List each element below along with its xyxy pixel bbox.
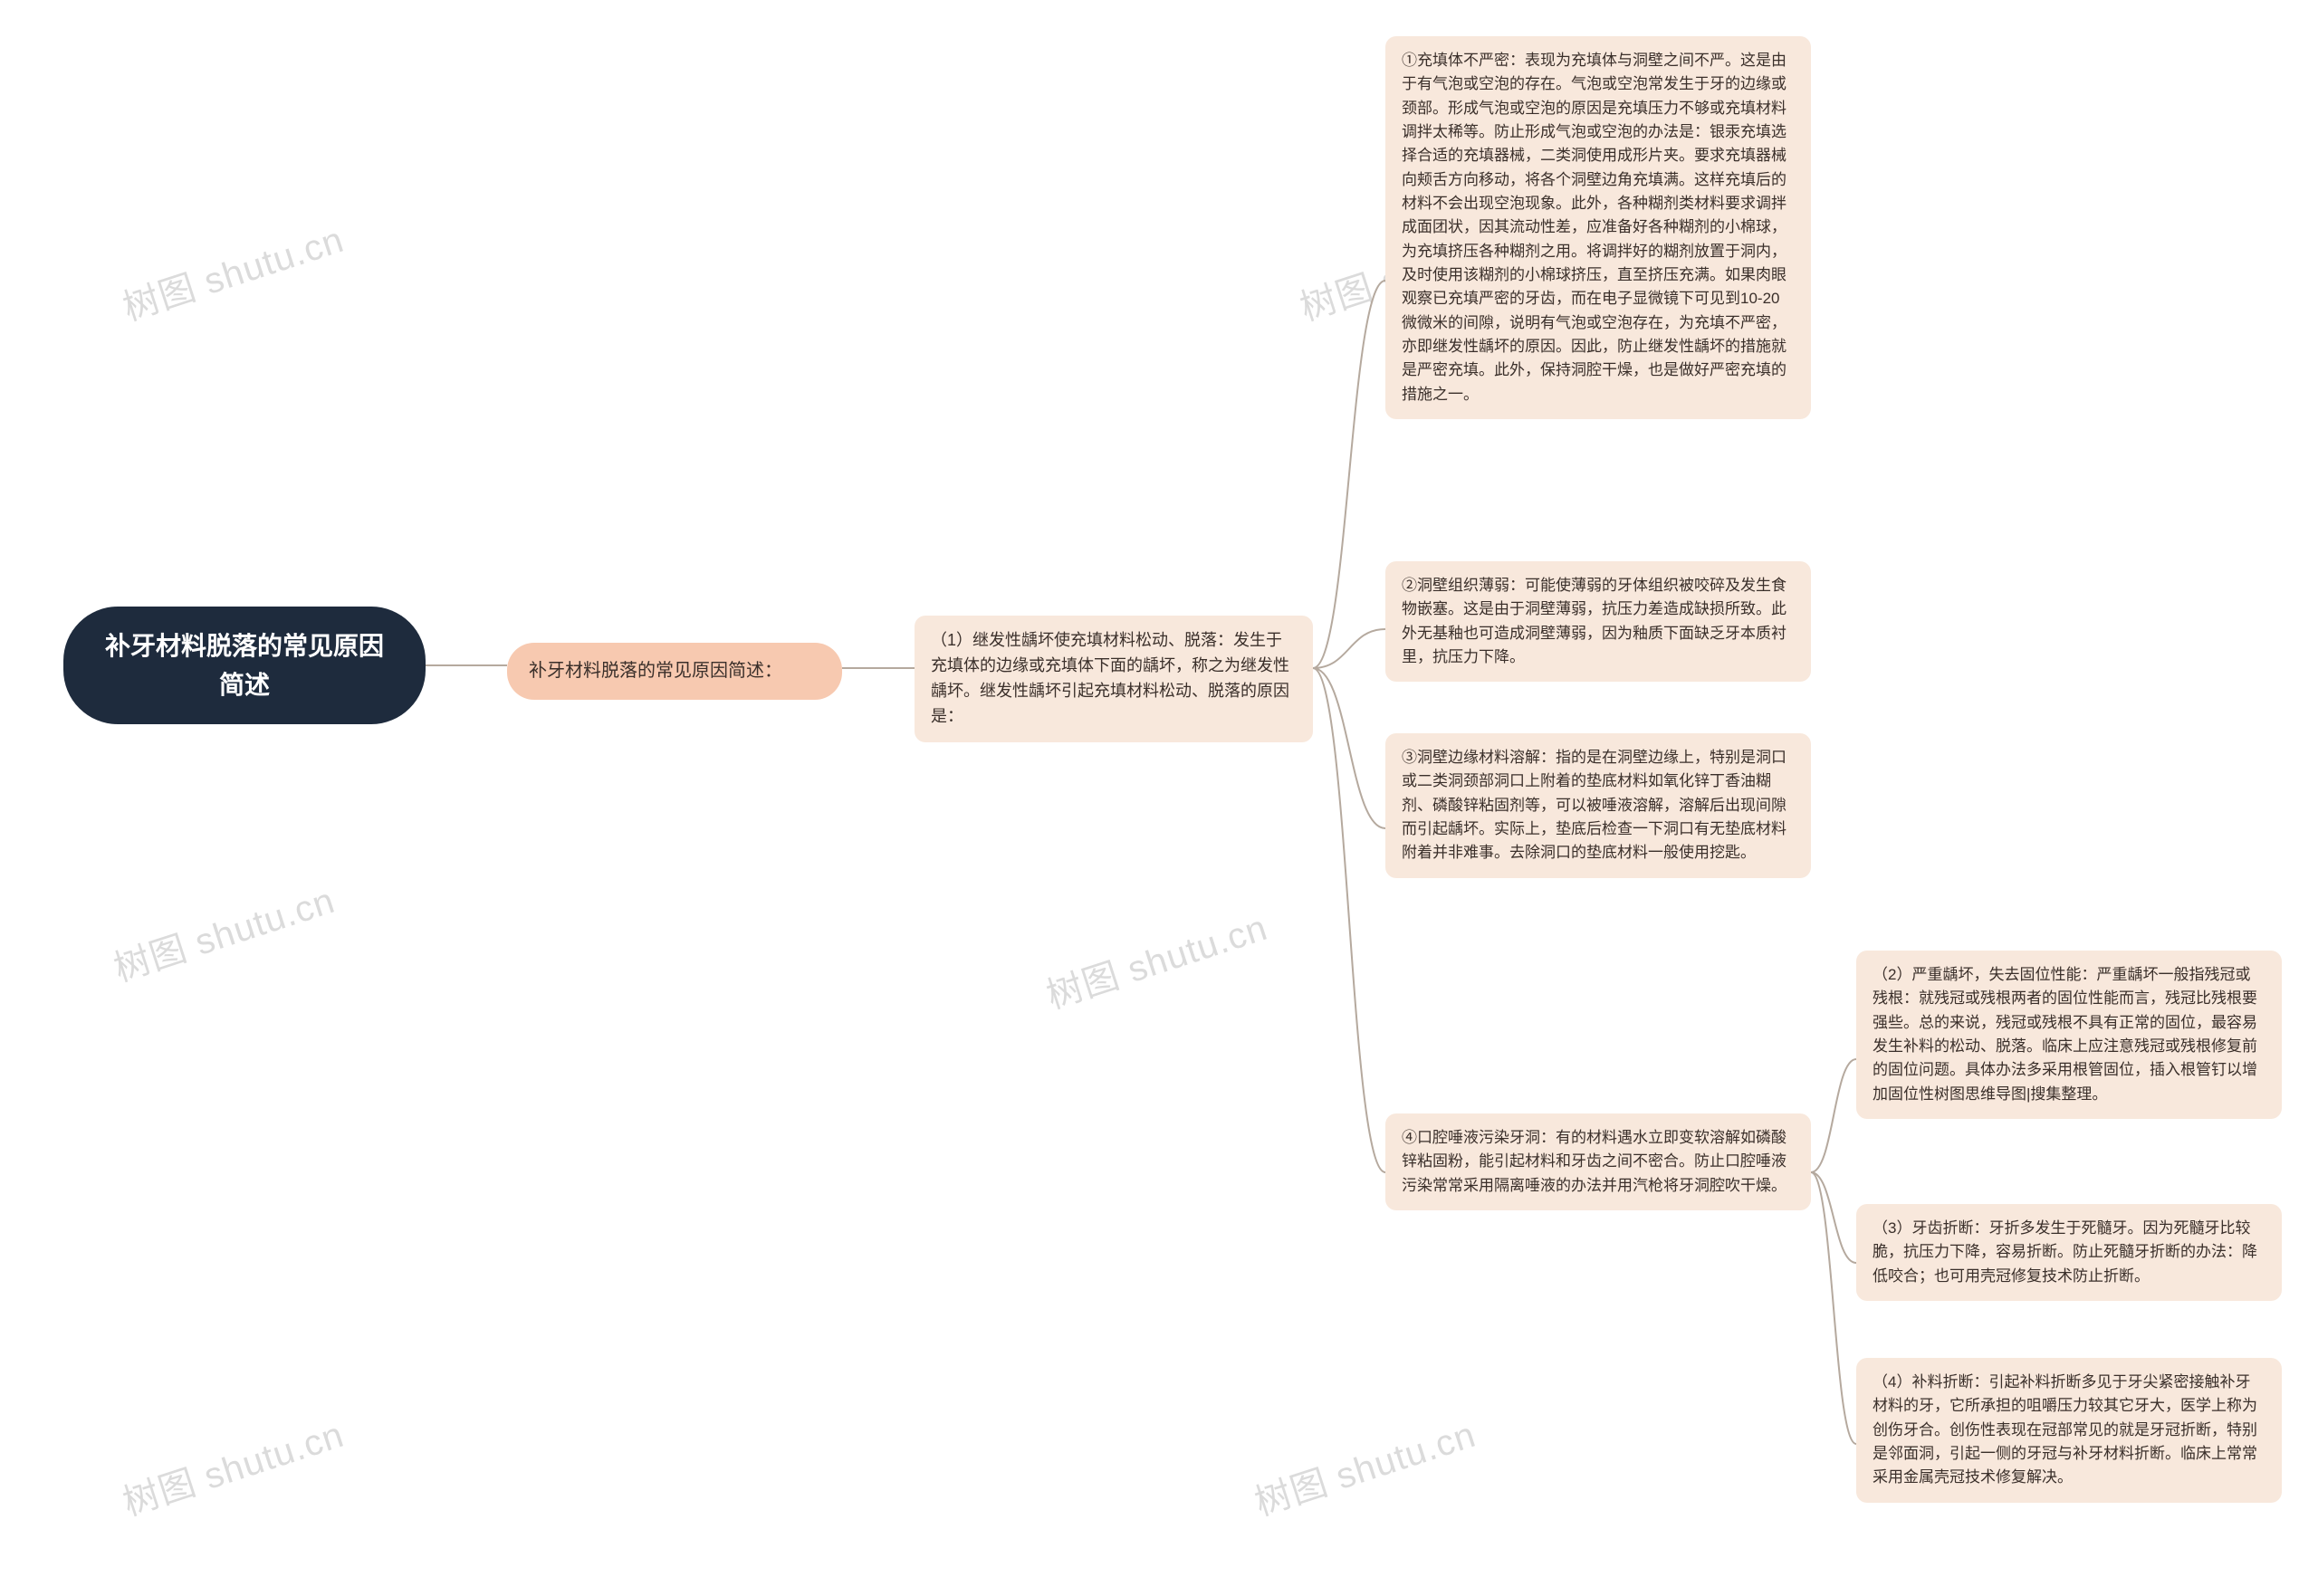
watermark: 树图 shutu.cn — [115, 210, 350, 330]
watermark: 树图 shutu.cn — [1247, 1405, 1481, 1525]
sub-node-2: （2）严重龋坏，失去固位性能：严重龋坏一般指残冠或残根：就残冠或残根两者的固位性… — [1856, 951, 2282, 1119]
leaf-node-1: ①充填体不严密：表现为充填体与洞壁之间不严。这是由于有气泡或空泡的存在。气泡或空… — [1385, 36, 1811, 419]
root-node: 补牙材料脱落的常见原因简述 — [63, 607, 426, 724]
watermark: 树图 shutu.cn — [115, 1405, 350, 1525]
level2-node: （1）继发性龋坏使充填材料松动、脱落：发生于充填体的边缘或充填体下面的龋坏，称之… — [915, 616, 1313, 742]
leaf-node-3: ③洞壁边缘材料溶解：指的是在洞壁边缘上，特别是洞口或二类洞颈部洞口上附着的垫底材… — [1385, 733, 1811, 878]
leaf-node-2: ②洞壁组织薄弱：可能使薄弱的牙体组织被咬碎及发生食物嵌塞。这是由于洞壁薄弱，抗压… — [1385, 561, 1811, 682]
sub-node-4: （4）补料折断：引起补料折断多见于牙尖紧密接触补牙材料的牙，它所承担的咀嚼压力较… — [1856, 1358, 2282, 1503]
level1-node: 补牙材料脱落的常见原因简述： — [507, 643, 842, 700]
leaf-node-4: ④口腔唾液污染牙洞：有的材料遇水立即变软溶解如磷酸锌粘固粉，能引起材料和牙齿之间… — [1385, 1113, 1811, 1210]
watermark: 树图 shutu.cn — [106, 871, 340, 991]
connectors-layer — [0, 0, 2318, 1596]
watermark: 树图 shutu.cn — [1039, 898, 1273, 1018]
sub-node-3: （3）牙齿折断：牙折多发生于死髓牙。因为死髓牙比较脆，抗压力下降，容易折断。防止… — [1856, 1204, 2282, 1301]
